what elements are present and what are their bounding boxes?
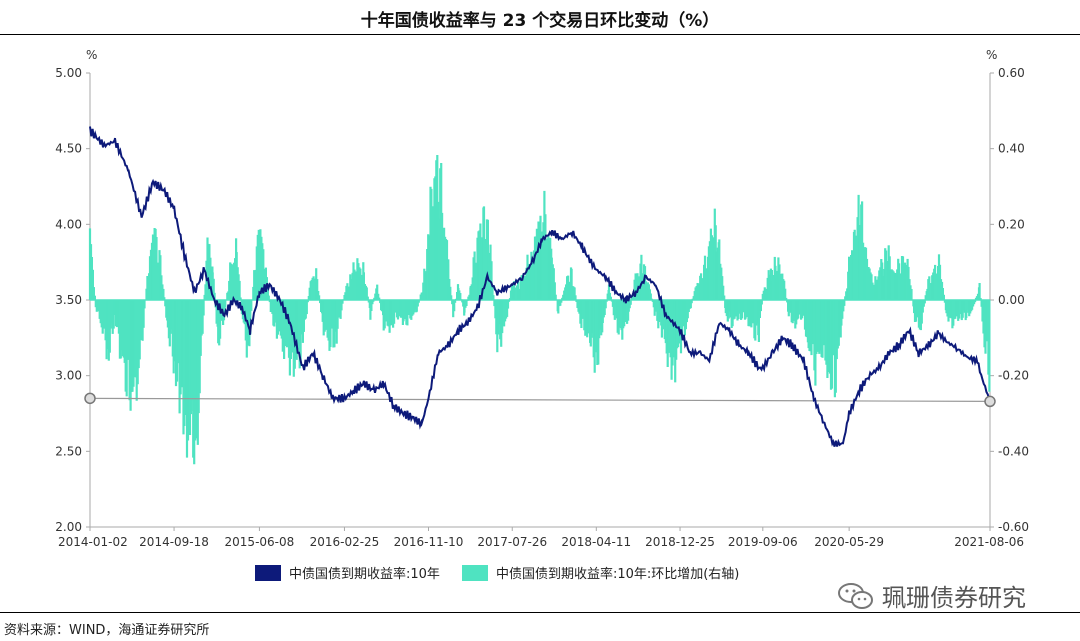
left-tick-label: 3.50 xyxy=(55,293,82,307)
x-tick-label: 2021-08-06 xyxy=(954,535,1024,549)
legend-item-yield: 中债国债到期收益率:10年 xyxy=(255,563,440,582)
x-tick-label: 2018-04-11 xyxy=(561,535,631,549)
x-tick-label: 2020-05-29 xyxy=(814,535,884,549)
left-axis-unit: % xyxy=(86,48,97,62)
yield-line xyxy=(89,126,991,447)
reference-start-marker xyxy=(84,392,96,405)
right-tick-label: 0.00 xyxy=(998,293,1025,307)
x-tick-label: 2019-09-06 xyxy=(728,535,798,549)
left-tick-label: 5.00 xyxy=(55,66,82,80)
brand-watermark: 珮珊债券研究 xyxy=(838,578,1026,613)
right-tick-label: -0.20 xyxy=(998,369,1029,383)
x-tick-label: 2015-06-08 xyxy=(225,535,295,549)
right-axis-unit: % xyxy=(986,48,997,62)
right-tick-label: 0.20 xyxy=(998,217,1025,231)
legend-label-yield: 中债国债到期收益率:10年 xyxy=(289,567,440,582)
legend-label-change: 中债国债到期收益率:10年:环比增加(右轴) xyxy=(495,567,740,582)
legend-item-change: 中债国债到期收益率:10年:环比增加(右轴) xyxy=(461,563,740,582)
left-tick-label: 4.50 xyxy=(55,142,82,156)
reference-line xyxy=(89,397,991,402)
right-tick-label: -0.60 xyxy=(998,520,1029,534)
reference-end-marker xyxy=(984,395,996,408)
x-tick-label: 2016-02-25 xyxy=(310,535,380,549)
legend: 中债国债到期收益率:10年 中债国债到期收益率:10年:环比增加(右轴) xyxy=(255,563,761,582)
brand-text: 珮珊债券研究 xyxy=(882,584,1026,612)
chart-title: 十年国债收益率与 23 个交易日环比变动（%） xyxy=(360,11,720,31)
chart-canvas: % % 2.00 2.50 3.00 3.50 4.00 4.50 5.00 -0.60 -0.40… xyxy=(55,48,1029,549)
x-tick-label: 2018-12-25 xyxy=(645,535,715,549)
left-tick-label: 2.50 xyxy=(55,444,82,458)
left-tick-label: 2.00 xyxy=(55,520,82,534)
x-tick-label: 2016-11-10 xyxy=(394,535,464,549)
x-tick-label: 2017-07-26 xyxy=(477,535,547,549)
legend-swatch-change xyxy=(461,564,488,581)
title-rule-top xyxy=(0,34,1080,35)
wechat-icon xyxy=(838,582,873,609)
right-tick-label: 0.60 xyxy=(998,66,1025,80)
left-tick-label: 4.00 xyxy=(55,217,82,231)
source-note: 资料来源：WIND，海通证券研究所 xyxy=(4,623,210,638)
x-tick-label: 2014-09-18 xyxy=(139,535,209,549)
right-tick-label: -0.40 xyxy=(998,444,1029,458)
source-rule xyxy=(0,612,1080,613)
x-tick-label: 2014-01-02 xyxy=(58,535,128,549)
right-tick-label: 0.40 xyxy=(998,142,1025,156)
legend-swatch-yield xyxy=(255,564,281,581)
left-tick-label: 3.00 xyxy=(55,369,82,383)
